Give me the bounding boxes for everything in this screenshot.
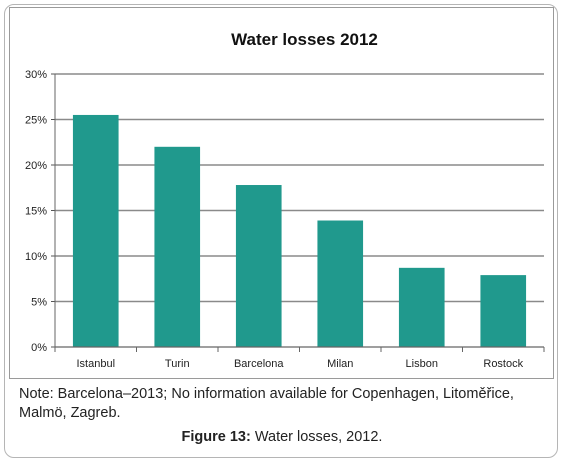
x-tick-label: Istanbul [76,358,115,370]
chart-container: Water losses 2012 0% 5% 10% 15% 20% 25% 30% Ista… [9,7,554,379]
bar-rostock [480,275,527,347]
x-tick-label: Lisbon [406,358,438,370]
x-tick-label: Rostock [483,358,523,370]
y-tick-label: 20% [25,160,47,172]
bar-barcelona [235,185,282,347]
bar-chart: Water losses 2012 0% 5% 10% 15% 20% 25% 30% Ista… [25,30,545,370]
x-tick-label: Barcelona [234,358,284,370]
x-tick-label: Turin [165,358,190,370]
chart-title: Water losses 2012 [231,30,378,49]
x-tick-label: Milan [327,358,353,370]
caption-text: Water losses, 2012. [250,429,383,445]
bar-turin [154,146,201,347]
bar-milan [317,220,364,347]
y-tick-label: 25% [25,115,47,127]
y-tick-label: 0% [31,342,47,354]
bar-istanbul [72,114,119,347]
figure-caption: Figure 13: Water losses, 2012. [0,429,564,445]
y-tick-label: 15% [25,206,47,218]
y-tick-label: 5% [31,297,47,309]
y-tick-label: 30% [25,69,47,81]
caption-label: Figure 13: [181,429,251,445]
figure-note: Note: Barcelona–2013; No information ava… [19,386,514,421]
y-tick-label: 10% [25,251,47,263]
bar-lisbon [398,267,445,347]
